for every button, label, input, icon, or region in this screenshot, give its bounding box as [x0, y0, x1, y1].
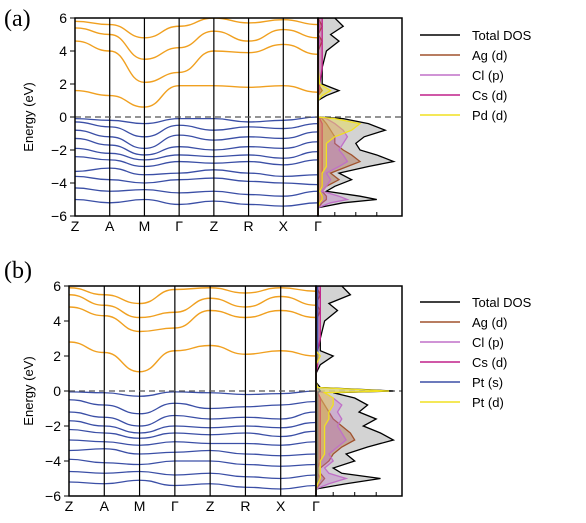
valence-band-line	[75, 147, 319, 161]
valence-band-line	[69, 390, 317, 397]
conduction-band-line	[75, 84, 319, 108]
dos-plot	[315, 286, 396, 496]
valence-band-line	[69, 479, 317, 490]
band-structure	[69, 287, 317, 490]
dos-frame	[315, 285, 403, 497]
x-tick-label: X	[276, 498, 286, 514]
y-tick-label: −2	[45, 418, 61, 434]
legend-label: Ag (d)	[472, 48, 507, 63]
x-tick-label: Z	[71, 218, 80, 234]
legend-label: Cs (d)	[472, 355, 507, 370]
y-axis-label: Energy (eV)	[21, 356, 36, 425]
valence-band-line	[75, 175, 319, 186]
x-tick-label: Z	[210, 218, 219, 234]
y-tick-label: −2	[51, 142, 67, 158]
x-tick-label: Γ	[175, 218, 183, 234]
legend-label: Cl (p)	[472, 68, 504, 83]
conduction-band-line	[69, 306, 317, 333]
valence-band-line	[75, 155, 319, 168]
dos-pt-s-curve	[315, 286, 322, 496]
y-tick-label: 2	[53, 348, 61, 364]
y-tick-label: 4	[53, 313, 61, 329]
band-structure	[75, 18, 319, 207]
legend-label: Pt (s)	[472, 375, 503, 390]
legend-label: Total DOS	[472, 28, 532, 43]
valence-band-line	[75, 137, 319, 156]
x-tick-label: R	[244, 218, 254, 234]
legend-label: Total DOS	[472, 295, 532, 310]
x-tick-label: M	[134, 498, 146, 514]
valence-band-line	[69, 448, 317, 457]
dos-total-curve	[315, 286, 396, 496]
panel-label: (b)	[4, 258, 32, 284]
x-tick-label: Γ	[314, 218, 322, 234]
y-tick-label: 0	[59, 109, 67, 125]
valence-band-line	[69, 439, 317, 446]
conduction-band-line	[69, 341, 317, 373]
valence-band-line	[69, 411, 317, 427]
x-tick-label: Z	[65, 498, 74, 514]
valence-band-line	[75, 121, 319, 138]
legend-label: Ag (d)	[472, 315, 507, 330]
x-tick-label: R	[240, 498, 250, 514]
legend-label: Cl (p)	[472, 335, 504, 350]
y-tick-label: 6	[53, 278, 61, 294]
panel-label: (a)	[4, 6, 31, 32]
dos-frame	[317, 17, 403, 217]
y-tick-label: 4	[59, 43, 67, 59]
y-tick-label: −4	[45, 453, 61, 469]
dos-total-curve	[317, 18, 396, 216]
conduction-band-line	[69, 287, 317, 305]
x-tick-label: Γ	[312, 498, 320, 514]
conduction-band-line	[75, 40, 319, 84]
valence-band-line	[69, 399, 317, 415]
y-tick-label: −4	[51, 175, 67, 191]
x-tick-label: X	[279, 218, 289, 234]
y-axis-label: Energy (eV)	[21, 82, 36, 151]
valence-band-line	[75, 116, 319, 125]
legend-label: Pt (d)	[472, 395, 504, 410]
y-tick-label: 0	[53, 383, 61, 399]
valence-band-line	[69, 470, 317, 480]
x-tick-label: A	[105, 218, 115, 234]
y-tick-label: −6	[45, 488, 61, 504]
chart-panel-b: (b) −6 −4 −2 0 2 4 6 Z A M Γ Z R X Γ Energy (eV) Total DO…	[4, 258, 532, 514]
conduction-band-line	[69, 294, 317, 319]
conduction-band-line	[75, 27, 319, 60]
x-tick-label: Γ	[171, 498, 179, 514]
valence-band-line	[69, 428, 317, 439]
legend-label: Pd (d)	[472, 108, 507, 123]
chart-panel-a: (a) −6 −4 −2 0 2 4 6 Z A M Γ Z R X Γ Energy (eV) Total DO…	[4, 6, 532, 234]
y-tick-label: 6	[59, 10, 67, 26]
x-tick-label: A	[100, 498, 110, 514]
legend-label: Cs (d)	[472, 88, 507, 103]
x-tick-label: M	[139, 218, 151, 234]
x-tick-label: Z	[206, 498, 215, 514]
valence-band-line	[75, 167, 319, 178]
y-tick-label: 2	[59, 76, 67, 92]
valence-band-line	[69, 458, 317, 467]
valence-band-line	[69, 420, 317, 434]
valence-band-line	[75, 187, 319, 197]
valence-band-line	[75, 129, 319, 150]
conduction-band-line	[75, 18, 319, 39]
y-tick-label: −6	[51, 208, 67, 224]
valence-band-line	[75, 198, 319, 207]
